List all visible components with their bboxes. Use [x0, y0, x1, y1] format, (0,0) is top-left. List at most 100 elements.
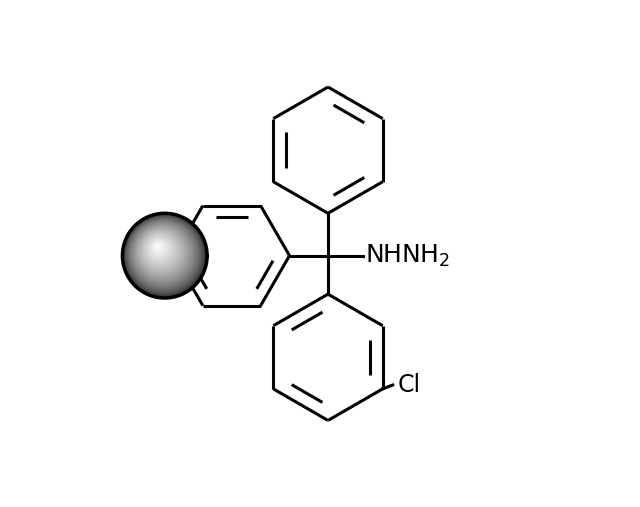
Ellipse shape [147, 236, 172, 262]
Ellipse shape [152, 242, 164, 253]
Ellipse shape [148, 237, 170, 260]
Text: NHNH$_2$: NHNH$_2$ [365, 242, 450, 269]
Ellipse shape [131, 221, 195, 285]
Ellipse shape [125, 215, 204, 295]
Ellipse shape [143, 233, 177, 267]
Ellipse shape [123, 214, 206, 297]
Ellipse shape [125, 216, 202, 293]
Ellipse shape [152, 242, 164, 254]
Ellipse shape [154, 244, 161, 250]
Ellipse shape [129, 220, 198, 288]
Ellipse shape [129, 220, 197, 287]
Ellipse shape [149, 239, 169, 259]
Ellipse shape [139, 229, 184, 274]
Ellipse shape [154, 243, 162, 251]
Ellipse shape [148, 237, 171, 261]
Ellipse shape [127, 218, 200, 290]
Ellipse shape [128, 219, 199, 290]
Ellipse shape [143, 233, 177, 267]
Ellipse shape [133, 224, 192, 282]
Ellipse shape [151, 241, 166, 255]
Ellipse shape [154, 243, 163, 252]
Ellipse shape [145, 235, 175, 265]
Ellipse shape [124, 215, 204, 295]
Ellipse shape [135, 225, 189, 279]
Ellipse shape [139, 229, 184, 273]
Ellipse shape [132, 223, 193, 283]
Ellipse shape [143, 233, 178, 268]
Ellipse shape [127, 218, 200, 291]
Ellipse shape [144, 234, 176, 266]
Ellipse shape [146, 236, 173, 263]
Ellipse shape [130, 221, 196, 286]
Ellipse shape [131, 222, 195, 285]
Ellipse shape [131, 222, 194, 284]
Ellipse shape [146, 236, 173, 263]
Ellipse shape [152, 241, 165, 255]
Ellipse shape [154, 243, 162, 251]
Ellipse shape [150, 239, 168, 258]
Ellipse shape [152, 241, 164, 254]
Ellipse shape [127, 218, 201, 292]
Ellipse shape [136, 226, 188, 278]
Ellipse shape [156, 245, 159, 248]
Ellipse shape [140, 230, 181, 271]
Text: Cl: Cl [398, 373, 421, 397]
Ellipse shape [134, 225, 189, 280]
Ellipse shape [151, 240, 166, 256]
Ellipse shape [132, 223, 193, 284]
Ellipse shape [141, 231, 180, 270]
Ellipse shape [136, 226, 188, 279]
Ellipse shape [138, 229, 184, 274]
Ellipse shape [123, 213, 207, 298]
Ellipse shape [155, 244, 161, 250]
Ellipse shape [154, 243, 161, 250]
Ellipse shape [145, 235, 175, 265]
Ellipse shape [149, 239, 168, 258]
Ellipse shape [148, 238, 169, 259]
Ellipse shape [138, 228, 186, 276]
Ellipse shape [130, 221, 196, 287]
Ellipse shape [145, 235, 174, 264]
Ellipse shape [153, 242, 163, 253]
Ellipse shape [133, 223, 192, 282]
Ellipse shape [147, 237, 172, 261]
Ellipse shape [145, 234, 175, 265]
Ellipse shape [150, 240, 166, 256]
Ellipse shape [129, 219, 198, 289]
Ellipse shape [132, 222, 194, 284]
Ellipse shape [144, 234, 176, 266]
Ellipse shape [130, 220, 196, 287]
Ellipse shape [150, 239, 168, 257]
Ellipse shape [137, 227, 186, 276]
Ellipse shape [134, 224, 191, 281]
Ellipse shape [126, 217, 202, 293]
Ellipse shape [134, 225, 190, 280]
Ellipse shape [145, 235, 174, 264]
Ellipse shape [156, 245, 159, 249]
Ellipse shape [142, 232, 179, 268]
Ellipse shape [148, 238, 170, 259]
Ellipse shape [131, 221, 195, 286]
Ellipse shape [138, 228, 185, 275]
Ellipse shape [127, 218, 200, 291]
Ellipse shape [155, 244, 160, 249]
Ellipse shape [136, 227, 187, 277]
Ellipse shape [150, 240, 167, 257]
Ellipse shape [141, 231, 180, 270]
Ellipse shape [140, 230, 182, 273]
Ellipse shape [156, 245, 158, 247]
Ellipse shape [122, 213, 207, 298]
Ellipse shape [127, 217, 201, 292]
Ellipse shape [156, 245, 159, 248]
Ellipse shape [147, 236, 173, 262]
Ellipse shape [124, 214, 206, 297]
Ellipse shape [142, 232, 179, 269]
Ellipse shape [140, 230, 182, 272]
Ellipse shape [125, 216, 204, 294]
Ellipse shape [141, 231, 181, 271]
Ellipse shape [124, 214, 205, 296]
Ellipse shape [129, 220, 198, 288]
Ellipse shape [125, 216, 203, 294]
Ellipse shape [136, 226, 188, 278]
